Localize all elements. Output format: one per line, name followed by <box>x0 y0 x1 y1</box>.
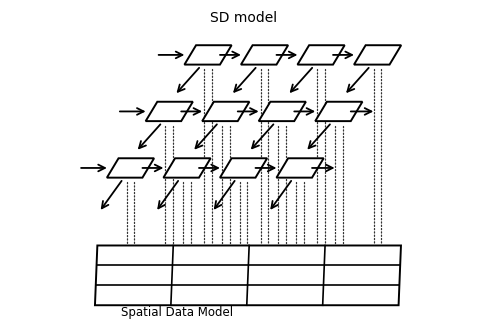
Polygon shape <box>276 158 324 178</box>
Polygon shape <box>354 45 401 65</box>
Polygon shape <box>298 45 344 65</box>
Polygon shape <box>107 158 154 178</box>
Polygon shape <box>202 102 250 121</box>
Text: Spatial Data Model: Spatial Data Model <box>121 306 233 319</box>
Polygon shape <box>164 158 210 178</box>
Text: SD model: SD model <box>210 11 277 25</box>
Polygon shape <box>146 102 193 121</box>
Polygon shape <box>184 45 232 65</box>
Polygon shape <box>220 158 267 178</box>
Polygon shape <box>258 102 306 121</box>
Polygon shape <box>241 45 288 65</box>
Polygon shape <box>315 102 362 121</box>
